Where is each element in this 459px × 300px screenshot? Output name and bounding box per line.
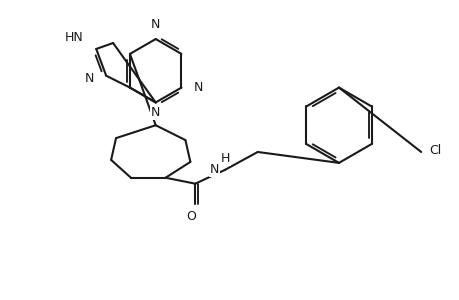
Text: N: N <box>85 72 94 85</box>
Text: N: N <box>209 163 218 176</box>
Text: N: N <box>193 81 202 94</box>
Text: N: N <box>151 106 160 119</box>
Text: Cl: Cl <box>428 143 441 157</box>
Text: N: N <box>151 18 160 31</box>
Text: HN: HN <box>64 31 83 44</box>
Text: H: H <box>220 152 229 165</box>
Text: O: O <box>186 210 196 224</box>
